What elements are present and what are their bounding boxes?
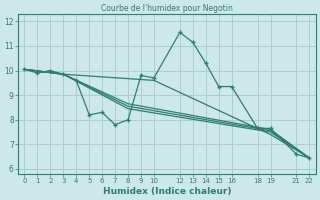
X-axis label: Humidex (Indice chaleur): Humidex (Indice chaleur) <box>103 187 231 196</box>
Title: Courbe de l'humidex pour Negotin: Courbe de l'humidex pour Negotin <box>101 4 233 13</box>
